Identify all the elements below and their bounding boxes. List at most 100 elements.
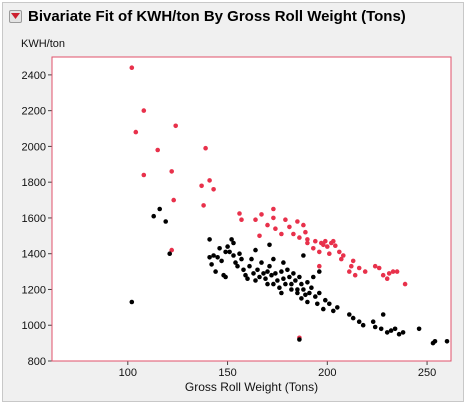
data-point-black[interactable] — [245, 276, 250, 282]
data-point-black[interactable] — [295, 287, 300, 292]
data-point-black[interactable] — [265, 269, 270, 274]
data-point-red[interactable] — [173, 123, 178, 129]
data-point-red[interactable] — [390, 269, 396, 274]
data-point-red[interactable] — [257, 233, 262, 239]
data-point-red[interactable] — [402, 281, 408, 287]
data-point-red[interactable] — [271, 206, 276, 212]
data-point-black[interactable] — [293, 278, 298, 283]
data-point-black[interactable] — [291, 271, 296, 276]
data-point-red[interactable] — [350, 258, 356, 264]
data-point-red[interactable] — [394, 269, 400, 274]
data-point-black[interactable] — [281, 276, 286, 282]
data-point-red[interactable] — [303, 229, 308, 235]
data-point-black[interactable] — [299, 296, 304, 301]
data-point-black[interactable] — [378, 326, 384, 332]
data-point-black[interactable] — [392, 326, 398, 332]
data-point-black[interactable] — [267, 242, 272, 248]
data-point-red[interactable] — [297, 235, 302, 240]
data-point-black[interactable] — [307, 290, 312, 296]
data-point-red[interactable] — [291, 231, 296, 237]
data-point-red[interactable] — [253, 217, 258, 222]
data-point-red[interactable] — [325, 244, 330, 249]
data-point-black[interactable] — [257, 274, 262, 280]
data-point-black[interactable] — [223, 274, 228, 280]
data-point-black[interactable] — [323, 297, 328, 303]
data-point-black[interactable] — [285, 267, 290, 273]
data-point-black[interactable] — [167, 251, 172, 256]
data-point-black[interactable] — [327, 301, 332, 307]
data-point-red[interactable] — [347, 269, 352, 274]
data-point-black[interactable] — [388, 328, 394, 333]
data-point-black[interactable] — [217, 246, 222, 251]
data-point-red[interactable] — [199, 183, 204, 189]
data-point-black[interactable] — [444, 339, 450, 344]
data-point-black[interactable] — [229, 237, 234, 242]
data-point-red[interactable] — [141, 172, 147, 178]
data-point-red[interactable] — [352, 272, 358, 278]
data-point-red[interactable] — [362, 269, 368, 274]
data-point-black[interactable] — [207, 254, 212, 260]
data-point-red[interactable] — [333, 243, 338, 248]
data-point-black[interactable] — [157, 206, 162, 212]
data-point-black[interactable] — [253, 247, 258, 253]
data-point-red[interactable] — [356, 265, 362, 271]
data-point-black[interactable] — [247, 263, 252, 269]
data-point-red[interactable] — [349, 263, 354, 269]
data-point-black[interactable] — [301, 287, 306, 292]
data-point-black[interactable] — [370, 319, 376, 325]
data-point-black[interactable] — [321, 306, 326, 312]
data-point-black[interactable] — [289, 287, 294, 292]
data-point-red[interactable] — [331, 238, 336, 244]
data-point-red[interactable] — [169, 247, 174, 253]
data-point-red[interactable] — [337, 249, 342, 255]
data-point-black[interactable] — [335, 305, 340, 310]
data-point-black[interactable] — [209, 262, 214, 267]
data-point-black[interactable] — [350, 315, 356, 321]
data-point-black[interactable] — [380, 312, 386, 317]
data-point-black[interactable] — [239, 256, 244, 262]
data-point-black[interactable] — [384, 330, 390, 335]
data-point-red[interactable] — [301, 222, 306, 228]
data-point-black[interactable] — [231, 240, 236, 246]
data-point-red[interactable] — [317, 263, 322, 269]
disclosure-triangle-icon[interactable] — [9, 10, 22, 23]
data-point-red[interactable] — [287, 224, 292, 230]
data-point-black[interactable] — [231, 253, 236, 258]
data-point-red[interactable] — [305, 237, 310, 242]
data-point-black[interactable] — [223, 249, 228, 255]
data-point-black[interactable] — [279, 290, 284, 296]
data-point-black[interactable] — [305, 280, 310, 285]
data-point-red[interactable] — [201, 203, 206, 208]
data-point-black[interactable] — [309, 285, 314, 291]
data-point-red[interactable] — [295, 219, 300, 224]
data-point-black[interactable] — [303, 292, 308, 298]
data-point-red[interactable] — [211, 187, 216, 192]
data-point-black[interactable] — [255, 267, 260, 273]
data-point-black[interactable] — [263, 276, 268, 282]
data-point-red[interactable] — [341, 253, 346, 258]
data-point-black[interactable] — [273, 271, 278, 276]
data-point-black[interactable] — [249, 256, 254, 262]
data-point-black[interactable] — [241, 267, 246, 273]
data-point-red[interactable] — [305, 240, 310, 246]
data-point-red[interactable] — [129, 65, 135, 70]
data-point-red[interactable] — [380, 272, 386, 278]
data-point-black[interactable] — [297, 337, 302, 342]
data-point-black[interactable] — [311, 274, 316, 280]
data-point-red[interactable] — [169, 169, 174, 174]
data-point-black[interactable] — [279, 269, 284, 274]
data-point-black[interactable] — [225, 244, 230, 249]
data-point-black[interactable] — [356, 319, 362, 325]
data-point-black[interactable] — [269, 272, 274, 278]
data-point-red[interactable] — [339, 256, 344, 262]
data-point-black[interactable] — [400, 330, 406, 335]
data-point-black[interactable] — [259, 260, 264, 265]
data-point-black[interactable] — [163, 219, 168, 224]
data-point-red[interactable] — [317, 249, 322, 255]
data-point-red[interactable] — [273, 226, 278, 231]
data-point-red[interactable] — [313, 238, 318, 244]
data-point-black[interactable] — [227, 249, 232, 255]
data-point-black[interactable] — [271, 281, 276, 287]
data-point-black[interactable] — [271, 256, 276, 262]
data-point-black[interactable] — [243, 272, 248, 278]
